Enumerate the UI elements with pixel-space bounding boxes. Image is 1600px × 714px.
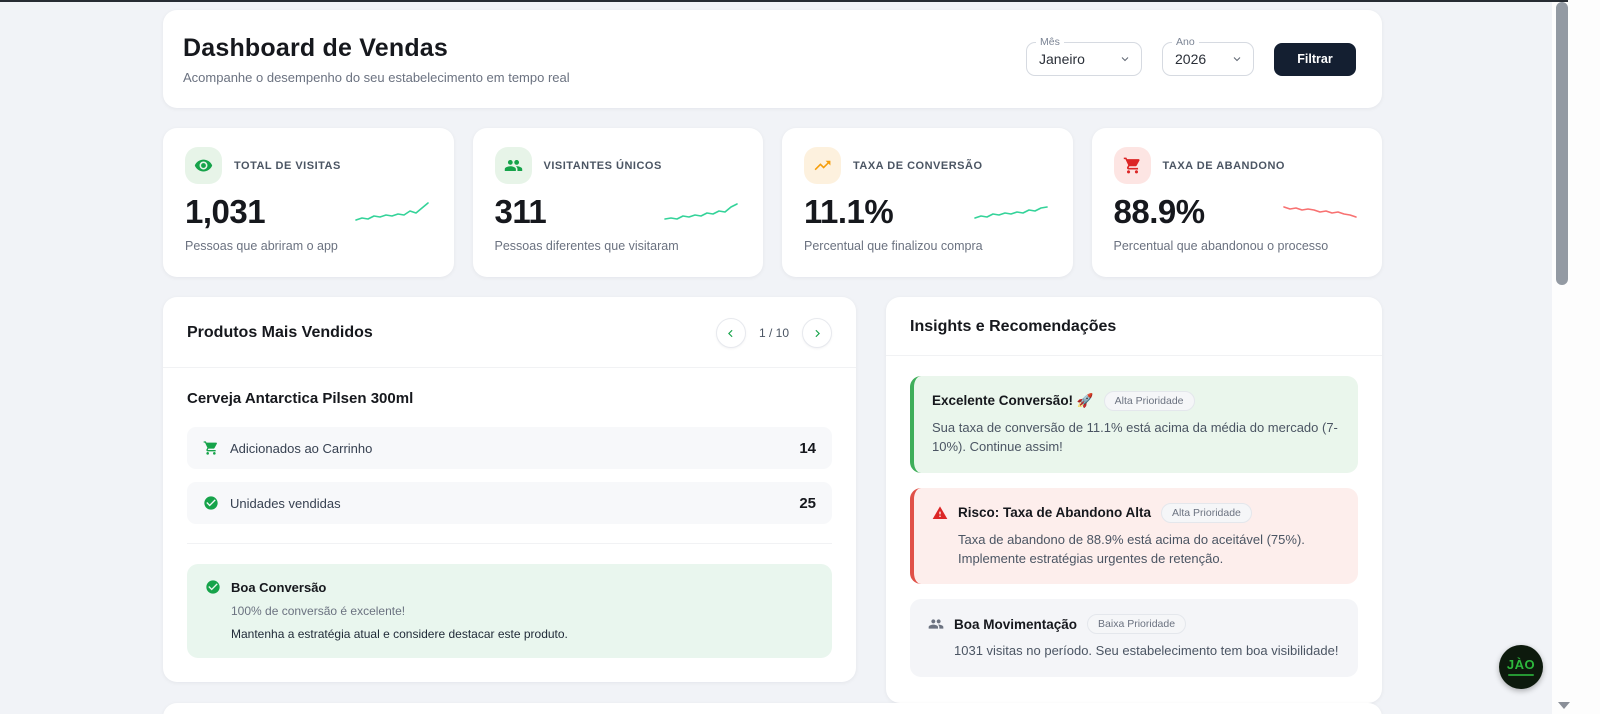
sparkline-up [354,198,430,226]
chevron-down-icon [1231,53,1243,65]
stat-description: Percentual que finalizou compra [804,239,1051,253]
filter-controls: Mês Janeiro Ano 2026 Filtrar [1026,42,1356,76]
sparkline-down [1282,198,1358,226]
eye-icon [185,147,222,184]
priority-badge: Alta Prioridade [1161,503,1252,523]
cart-icon [1114,147,1151,184]
chevron-left-icon [724,327,737,340]
scrollbar-thumb[interactable] [1556,2,1568,285]
year-select-label: Ano [1172,36,1199,48]
page-indicator: 1 / 10 [759,326,789,340]
month-select[interactable]: Mês Janeiro [1026,42,1142,76]
cart-icon [203,440,219,456]
products-panel-title: Produtos Mais Vendidos [187,324,373,342]
insight-card-abandon-risk: Risco: Taxa de Abandono Alta Alta Priori… [910,488,1358,585]
stat-label: VISITANTES ÚNICOS [544,160,662,172]
stat-description: Pessoas que abriram o app [185,239,432,253]
check-circle-icon [203,495,219,511]
chevron-right-icon [811,327,824,340]
callout-title: Boa Conversão [231,580,326,595]
stat-description: Pessoas diferentes que visitaram [495,239,742,253]
next-section-card-edge [163,703,1382,714]
insight-title: Excelente Conversão! 🚀 [932,393,1094,409]
month-select-value: Janeiro [1039,51,1085,67]
metric-label: Adicionados ao Carrinho [230,441,799,456]
stat-card-unique-visitors: VISITANTES ÚNICOS 311 Pessoas diferentes… [473,128,764,277]
stat-label: TOTAL DE VISITAS [234,160,341,172]
stat-value: 311 [495,193,547,231]
metric-label: Unidades vendidas [230,496,799,511]
group-icon [928,616,944,632]
group-icon [495,147,532,184]
stat-card-abandon-rate: TAXA DE ABANDONO 88.9% Percentual que ab… [1092,128,1383,277]
insight-card-conversion: Excelente Conversão! 🚀 Alta Prioridade S… [910,376,1358,473]
filter-button[interactable]: Filtrar [1274,43,1356,76]
good-conversion-callout: Boa Conversão 100% de conversão é excele… [187,564,832,658]
page-title: Dashboard de Vendas [183,34,570,63]
year-select-value: 2026 [1175,51,1206,67]
stat-label: TAXA DE CONVERSÃO [853,160,983,172]
metric-row-added-to-cart: Adicionados ao Carrinho 14 [187,427,832,469]
stat-card-total-visits: TOTAL DE VISITAS 1,031 Pessoas que abrir… [163,128,454,277]
stats-row: TOTAL DE VISITAS 1,031 Pessoas que abrir… [163,128,1382,277]
insight-text: Taxa de abandono de 88.9% está acima do … [958,531,1340,569]
divider [187,543,832,544]
callout-line1: 100% de conversão é excelente! [231,604,814,618]
metric-value: 14 [799,440,816,457]
stat-value: 1,031 [185,193,265,231]
next-page-button[interactable] [802,318,832,348]
scrollbar[interactable] [1552,0,1600,714]
stat-value: 11.1% [804,193,893,231]
insight-card-traffic: Boa Movimentação Baixa Prioridade 1031 v… [910,599,1358,677]
jao-logo-badge[interactable]: JÀO [1499,645,1543,689]
sparkline-up [973,198,1049,226]
insight-text: 1031 visitas no período. Seu estabelecim… [954,642,1340,661]
main-row: Produtos Mais Vendidos 1 / 10 Cerveja An… [163,297,1382,703]
metric-value: 25 [799,495,816,512]
callout-line2: Mantenha a estratégia atual e considere … [231,627,814,641]
scroll-down-arrow[interactable] [1558,702,1570,709]
trending-up-icon [804,147,841,184]
stat-label: TAXA DE ABANDONO [1163,160,1285,172]
priority-badge: Alta Prioridade [1104,391,1195,411]
insight-title: Boa Movimentação [954,617,1077,632]
warning-icon [932,505,948,521]
check-circle-icon [205,579,221,595]
jao-logo-text: JÀO [1507,658,1535,671]
page-subtitle: Acompanhe o desempenho do seu estabeleci… [183,70,570,85]
sparkline-up [663,198,739,226]
insight-text: Sua taxa de conversão de 11.1% está acim… [932,419,1340,457]
window-top-border [0,0,1568,2]
header-titles: Dashboard de Vendas Acompanhe o desempen… [183,34,570,85]
products-pager: 1 / 10 [716,318,832,348]
month-select-label: Mês [1036,36,1064,48]
product-name: Cerveja Antarctica Pilsen 300ml [187,390,832,407]
metric-row-units-sold: Unidades vendidas 25 [187,482,832,524]
insight-title: Risco: Taxa de Abandono Alta [958,505,1151,520]
stat-card-conversion-rate: TAXA DE CONVERSÃO 11.1% Percentual que f… [782,128,1073,277]
products-panel: Produtos Mais Vendidos 1 / 10 Cerveja An… [163,297,856,682]
prev-page-button[interactable] [716,318,746,348]
insights-panel-title: Insights e Recomendações [910,318,1116,336]
priority-badge: Baixa Prioridade [1087,614,1186,634]
chevron-down-icon [1119,53,1131,65]
year-select[interactable]: Ano 2026 [1162,42,1254,76]
stat-description: Percentual que abandonou o processo [1114,239,1361,253]
stat-value: 88.9% [1114,193,1205,231]
jao-logo-tagline [1508,674,1534,676]
header-card: Dashboard de Vendas Acompanhe o desempen… [163,10,1382,108]
dashboard-content: Dashboard de Vendas Acompanhe o desempen… [163,10,1382,703]
insights-panel: Insights e Recomendações Excelente Conve… [886,297,1382,703]
